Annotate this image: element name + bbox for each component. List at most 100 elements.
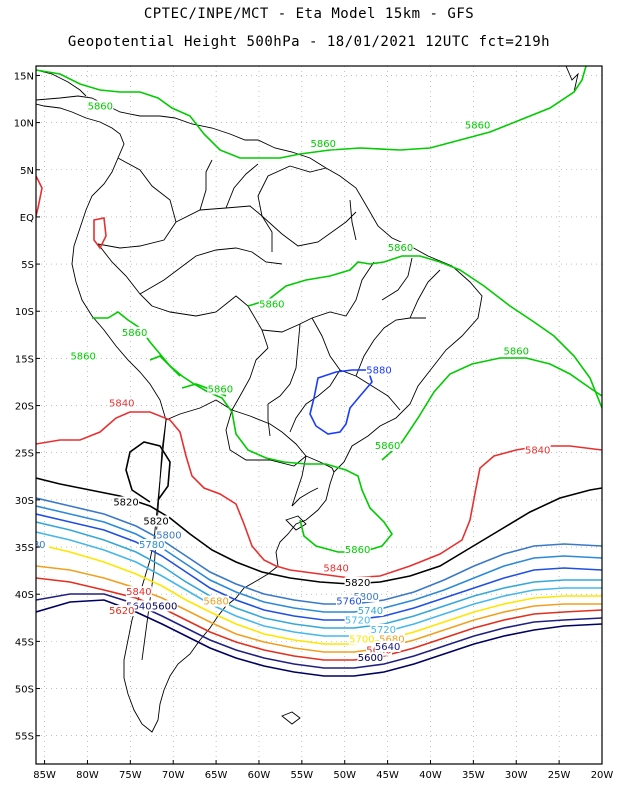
contour-label-bg (344, 614, 371, 626)
contour-labels: 5860 5860 5860 5860 5860 5860 5860 5860 5860 5860… (26, 100, 551, 664)
lat-tick-label: 50S (15, 685, 34, 696)
contour-label-bg (207, 383, 234, 395)
contour-label-bg (357, 652, 384, 664)
lon-tick-label: 70W (162, 770, 185, 781)
contour-label-bg (353, 590, 380, 602)
lon-tick-label: 35W (462, 770, 485, 781)
contour-label: 5800 (353, 592, 378, 603)
lat-tick-label: 40S (15, 590, 34, 601)
lon-tick-label: 55W (291, 770, 314, 781)
contour-label-bg (348, 633, 375, 645)
lat-tick-label: 30S (15, 496, 34, 507)
contour-label-bg (125, 586, 152, 598)
lon-tick-label: 40W (419, 770, 442, 781)
contour-label-bg (155, 529, 182, 541)
lat-tick-label: 45S (15, 637, 34, 648)
contour-label: 5700 (349, 634, 374, 645)
contour-label: 5840 (126, 587, 151, 598)
contour-label: 5820 (113, 498, 138, 509)
contour-label: 5860 (259, 300, 284, 311)
contour-label: 5860 (375, 441, 400, 452)
contour-label: 5840 (525, 446, 550, 457)
axis-ticks: 15N 10N 5N EQ 5S 10S 15S 20S 25S 30S 35S 40S 45S 50S 5… (14, 71, 614, 781)
contour-label-bg (378, 633, 405, 645)
lon-tick-label: 20W (591, 770, 614, 781)
lon-tick-label: 25W (548, 770, 571, 781)
contour-label-bg (464, 119, 491, 131)
lat-tick-label: 20S (15, 402, 34, 413)
contour-label: 5860 (311, 139, 336, 150)
contour-label-bg (108, 397, 135, 409)
contour-label-bg (87, 100, 114, 112)
contour-label-bg (344, 543, 371, 555)
contour-label: 5860 (504, 347, 529, 358)
contour-label: 5880 (366, 366, 391, 377)
contour-label: 5600 (358, 653, 383, 664)
contour-label: 580 (26, 540, 45, 551)
contour-label: 5840 (109, 399, 134, 410)
lon-tick-label: 50W (333, 770, 356, 781)
contour-label-bg (258, 298, 285, 310)
contour-label: 5860 (465, 120, 490, 131)
contour-label: 5860 (388, 243, 413, 254)
contour-label-bg (36, 539, 49, 551)
contour-label: 5640 (375, 642, 400, 653)
contour-label: 5820 (143, 516, 168, 527)
contour-label-bg (121, 326, 148, 338)
contour-label: 5640 (126, 601, 151, 612)
contour-label: 5680 (379, 634, 404, 645)
contour-label: 5860 (70, 351, 95, 362)
contour-label: 5740 (358, 606, 383, 617)
contour-label-bg (113, 496, 140, 508)
lat-tick-label: 5S (21, 260, 34, 271)
contour-label: 5800 (156, 531, 181, 542)
contour-label: 5620 (109, 606, 134, 617)
contour-label: 5780 (139, 540, 164, 551)
contour-label-bg (524, 444, 551, 456)
contour-label-bg (503, 345, 530, 357)
contour-label-bg (310, 138, 337, 150)
contour-label-bg (70, 350, 97, 362)
contour-label-bg (151, 600, 178, 612)
contour-label-bg (108, 605, 135, 617)
contour-label-bg (203, 595, 230, 607)
lon-tick-label: 30W (505, 770, 528, 781)
contour-label-bg (143, 515, 170, 527)
chart-subtitle: Geopotential Height 500hPa - 18/01/2021 … (67, 34, 551, 50)
contour-label-bg (138, 539, 165, 551)
contour-lines (36, 66, 602, 677)
lat-tick-label: 25S (15, 449, 34, 460)
lon-tick-label: 60W (248, 770, 271, 781)
lat-tick-label: 35S (15, 543, 34, 554)
lat-tick-label: 15N (14, 71, 34, 82)
lat-tick-label: 15S (15, 354, 34, 365)
contour-label-bg (344, 576, 371, 588)
contour-label-bg (125, 600, 152, 612)
lat-tick-label: 10N (14, 119, 34, 130)
contour-label-bg (370, 623, 397, 635)
lon-tick-label: 45W (376, 770, 399, 781)
contour-label: 5600 (152, 601, 177, 612)
lat-tick-label: 55S (15, 732, 34, 743)
lon-tick-label: 75W (119, 770, 142, 781)
contour-label: 5720 (371, 625, 396, 636)
contour-label-bg (336, 595, 363, 607)
lat-tick-label: 5N (20, 166, 34, 177)
chart-title: CPTEC/INPE/MCT - Eta Model 15km - GFS (143, 6, 475, 22)
contour-label-bg (357, 605, 384, 617)
lon-tick-label: 85W (33, 770, 56, 781)
contour-label: 5860 (208, 384, 233, 395)
contour-label: 5680 (203, 597, 228, 608)
contour-label: 5820 (345, 578, 370, 589)
coastlines (36, 66, 579, 733)
lat-tick-label: 10S (15, 307, 34, 318)
plot-frame (35, 65, 603, 765)
contour-label: 5860 (345, 545, 370, 556)
contour-label: 5720 (345, 616, 370, 627)
contour-label-bg (374, 440, 401, 452)
contour-label-bg (374, 640, 401, 652)
contour-label: 5860 (122, 328, 147, 339)
lat-tick-label: EQ (20, 213, 34, 224)
lon-tick-label: 80W (76, 770, 99, 781)
